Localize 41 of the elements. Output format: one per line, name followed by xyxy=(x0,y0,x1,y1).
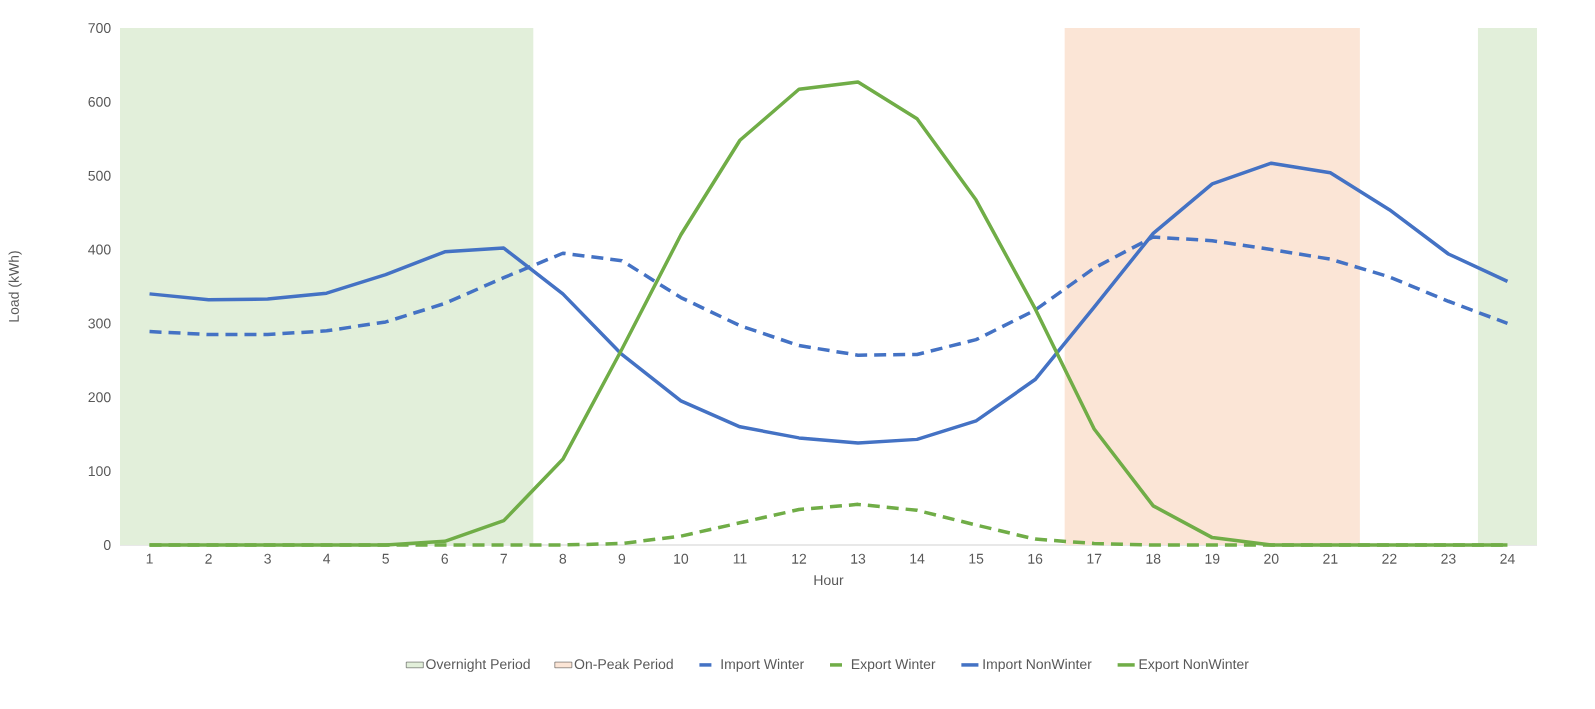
legend-label: Export NonWinter xyxy=(1139,658,1249,672)
x-tick-label: 11 xyxy=(733,553,747,564)
y-axis-title: Load (kWh) xyxy=(8,251,22,322)
legend-label: On-Peak Period xyxy=(574,658,673,670)
x-tick-label: 16 xyxy=(1028,553,1043,564)
x-tick-label: 1 xyxy=(146,553,153,564)
y-tick-label: 200 xyxy=(88,392,111,403)
x-tick-label: 14 xyxy=(910,553,925,564)
x-tick-label: 13 xyxy=(851,553,866,564)
y-tick-label: 500 xyxy=(88,170,111,181)
x-tick-label: 21 xyxy=(1323,553,1338,564)
y-tick-label: 400 xyxy=(88,244,111,255)
x-tick-label: 24 xyxy=(1500,553,1515,564)
y-tick-label: 600 xyxy=(88,96,111,107)
x-tick-label: 22 xyxy=(1382,553,1397,564)
x-axis-title: Hour xyxy=(814,575,844,586)
legend-label: Export Winter xyxy=(851,658,936,672)
x-tick-label: 9 xyxy=(618,553,626,564)
y-tick-label: 700 xyxy=(88,23,111,33)
x-tick-label: 8 xyxy=(559,553,567,564)
y-tick-label: 0 xyxy=(103,540,111,550)
x-tick-label: 12 xyxy=(792,553,807,564)
y-tick-label: 300 xyxy=(88,318,111,329)
x-tick-label: 23 xyxy=(1441,553,1456,564)
x-tick-label: 3 xyxy=(264,553,271,564)
legend-label: Import NonWinter xyxy=(983,658,1092,672)
x-tick-label: 4 xyxy=(323,553,331,564)
legend-label: Import Winter xyxy=(721,658,805,672)
x-tick-label: 19 xyxy=(1205,553,1220,564)
x-tick-label: 20 xyxy=(1264,553,1279,564)
x-tick-label: 5 xyxy=(382,553,389,564)
x-tick-label: 2 xyxy=(205,553,212,564)
x-tick-label: 15 xyxy=(969,553,984,564)
x-tick-label: 6 xyxy=(441,553,449,564)
x-tick-label: 18 xyxy=(1146,553,1161,564)
x-tick-label: 7 xyxy=(500,553,507,564)
x-tick-label: 10 xyxy=(674,553,689,564)
legend-label: Overnight Period xyxy=(426,658,530,672)
y-tick-label: 100 xyxy=(88,466,111,477)
line-series xyxy=(147,161,1510,445)
x-tick-label: 17 xyxy=(1087,553,1102,564)
